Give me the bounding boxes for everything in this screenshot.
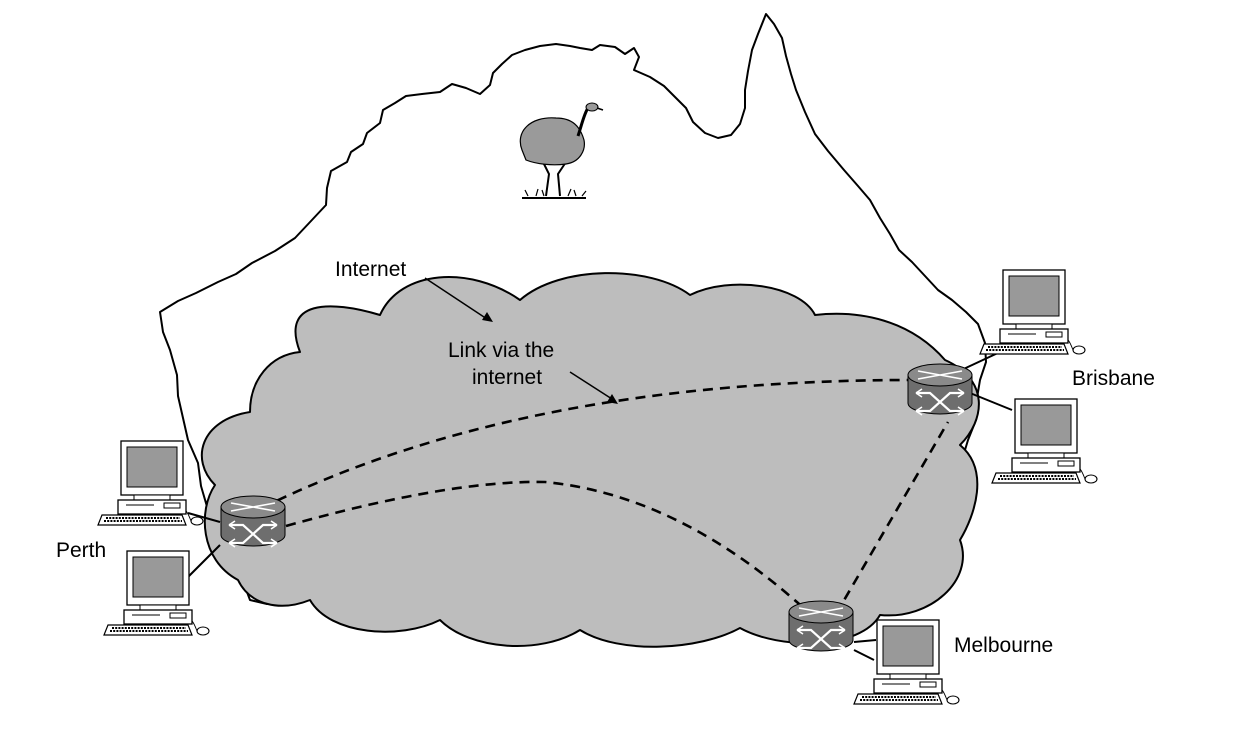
- link-pointer-arrow: [569, 371, 618, 404]
- link-label-line1: Link via the: [448, 339, 554, 362]
- internet-cloud: [200, 272, 980, 648]
- computer-brisbane-2-icon: [991, 398, 1098, 484]
- router-perth-icon: [219, 494, 287, 549]
- link-label-line2: internet: [472, 366, 542, 389]
- melbourne-label: Melbourne: [954, 634, 1053, 657]
- router-brisbane-icon: [906, 362, 974, 417]
- brisbane-label: Brisbane: [1072, 367, 1155, 390]
- computer-perth-1-icon: [97, 440, 204, 526]
- perth-label: Perth: [56, 539, 106, 562]
- computer-perth-2-icon: [103, 550, 210, 636]
- router-melbourne-icon: [787, 599, 855, 654]
- computer-melbourne-icon: [853, 619, 960, 705]
- computer-brisbane-1-icon: [979, 269, 1086, 355]
- internet-pointer-arrow: [424, 277, 493, 322]
- internet-label: Internet: [335, 258, 406, 281]
- internet-links: [261, 378, 950, 615]
- emu-icon: [519, 102, 604, 199]
